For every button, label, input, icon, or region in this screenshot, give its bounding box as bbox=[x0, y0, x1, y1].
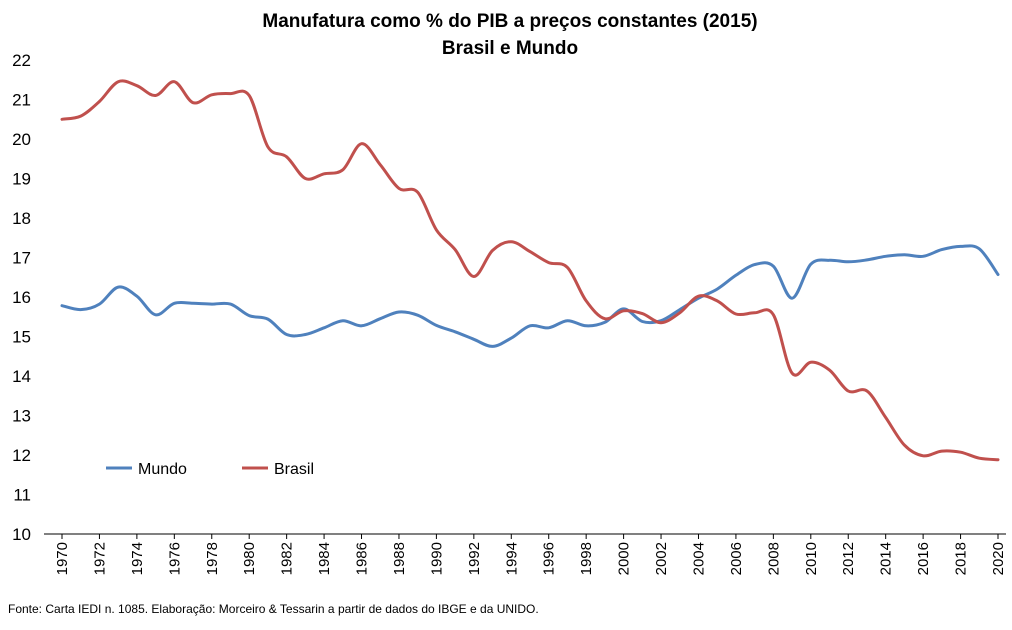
y-tick-label: 18 bbox=[12, 209, 31, 228]
x-tick-label: 1986 bbox=[354, 542, 371, 575]
x-tick-label: 1984 bbox=[316, 542, 333, 575]
x-axis-ticks: 1970 1972 1974 1976 1978 1980 1982 1984 1986 1988… bbox=[54, 534, 1007, 575]
y-tick-label: 12 bbox=[12, 446, 31, 465]
y-tick-label: 14 bbox=[12, 367, 31, 386]
series-line-brasil bbox=[60, 79, 1000, 462]
x-tick-label: 1996 bbox=[541, 542, 558, 575]
y-tick-label: 10 bbox=[12, 525, 31, 544]
x-tick-label: 2012 bbox=[840, 542, 857, 575]
x-tick-label: 2000 bbox=[616, 542, 633, 575]
x-tick-label: 2020 bbox=[990, 542, 1007, 575]
chart-title: Manufatura como % do PIB a preços consta… bbox=[262, 11, 757, 32]
x-tick-label: 1972 bbox=[91, 542, 108, 575]
chart-subtitle: Brasil e Mundo bbox=[442, 38, 578, 59]
x-tick-label: 1988 bbox=[391, 542, 408, 575]
x-tick-label: 2014 bbox=[878, 542, 895, 575]
series-line-mundo bbox=[60, 244, 1000, 348]
x-tick-label: 1970 bbox=[54, 542, 71, 575]
legend-label-mundo: Mundo bbox=[138, 461, 187, 478]
y-tick-label: 17 bbox=[12, 249, 31, 268]
x-tick-label: 2006 bbox=[728, 542, 745, 575]
y-tick-label: 13 bbox=[12, 407, 31, 426]
legend: Mundo Brasil bbox=[106, 461, 314, 478]
x-tick-label: 2018 bbox=[953, 542, 970, 575]
x-tick-label: 1976 bbox=[166, 542, 183, 575]
y-tick-label: 11 bbox=[13, 486, 31, 505]
y-tick-label: 15 bbox=[12, 328, 31, 347]
x-tick-label: 1990 bbox=[428, 542, 445, 575]
x-tick-label: 1994 bbox=[503, 542, 520, 575]
y-axis-ticks: 10 11 12 13 14 15 16 17 18 19 20 21 22 bbox=[12, 51, 31, 544]
x-tick-label: 2002 bbox=[653, 542, 670, 575]
x-tick-label: 2008 bbox=[765, 542, 782, 575]
x-tick-label: 2016 bbox=[915, 542, 932, 575]
y-tick-label: 22 bbox=[12, 51, 31, 70]
y-tick-label: 21 bbox=[12, 91, 31, 110]
source-note: Fonte: Carta IEDI n. 1085. Elaboração: M… bbox=[8, 602, 539, 616]
y-tick-label: 20 bbox=[12, 130, 31, 149]
series-lines bbox=[60, 79, 1000, 462]
x-tick-label: 1998 bbox=[578, 542, 595, 575]
x-tick-label: 2010 bbox=[803, 542, 820, 575]
x-tick-label: 1980 bbox=[241, 542, 258, 575]
x-tick-label: 1978 bbox=[204, 542, 221, 575]
y-tick-label: 19 bbox=[12, 170, 31, 189]
x-tick-label: 2004 bbox=[690, 542, 707, 575]
x-tick-label: 1992 bbox=[466, 542, 483, 575]
y-tick-label: 16 bbox=[12, 288, 31, 307]
x-tick-label: 1982 bbox=[279, 542, 296, 575]
x-tick-label: 1974 bbox=[129, 542, 146, 575]
legend-label-brasil: Brasil bbox=[274, 461, 314, 478]
